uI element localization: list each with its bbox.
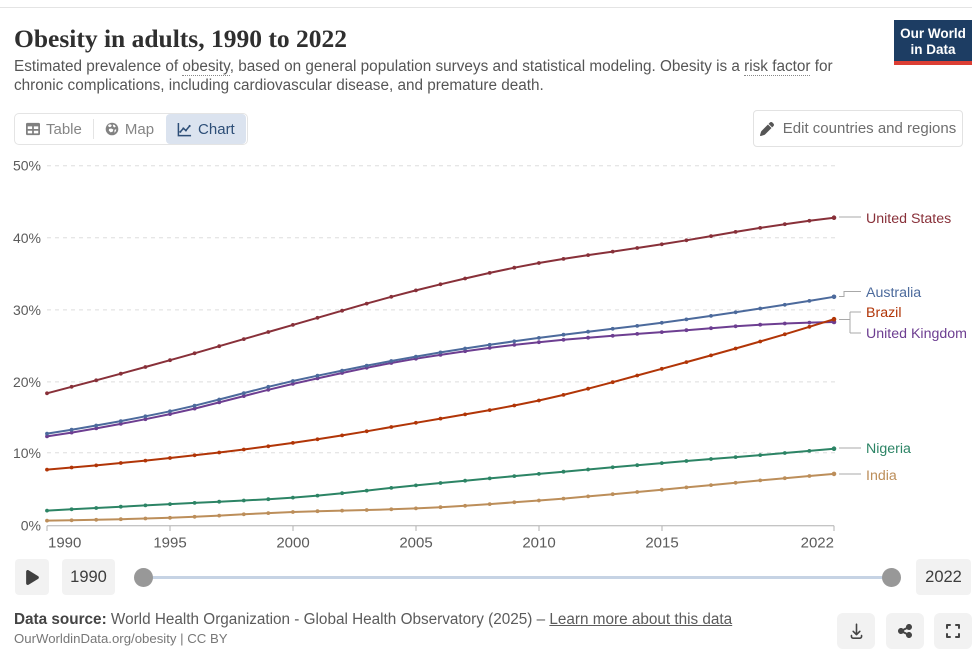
svg-text:2005: 2005 — [399, 535, 432, 552]
svg-text:50%: 50% — [13, 158, 41, 174]
svg-text:2022: 2022 — [801, 535, 834, 552]
svg-text:India: India — [866, 468, 897, 484]
svg-text:1995: 1995 — [153, 535, 186, 552]
svg-text:Nigeria: Nigeria — [866, 441, 911, 457]
svg-text:2000: 2000 — [276, 535, 309, 552]
svg-text:10%: 10% — [13, 445, 41, 461]
svg-text:United Kingdom: United Kingdom — [866, 326, 967, 342]
svg-text:2015: 2015 — [645, 535, 678, 552]
svg-text:0%: 0% — [21, 518, 41, 534]
svg-text:Brazil: Brazil — [866, 305, 901, 321]
svg-text:2010: 2010 — [522, 535, 555, 552]
svg-text:30%: 30% — [13, 302, 41, 318]
svg-text:Australia: Australia — [866, 285, 921, 301]
svg-text:1990: 1990 — [48, 535, 81, 552]
svg-text:40%: 40% — [13, 230, 41, 246]
svg-text:United States: United States — [866, 211, 951, 227]
svg-text:20%: 20% — [13, 374, 41, 390]
